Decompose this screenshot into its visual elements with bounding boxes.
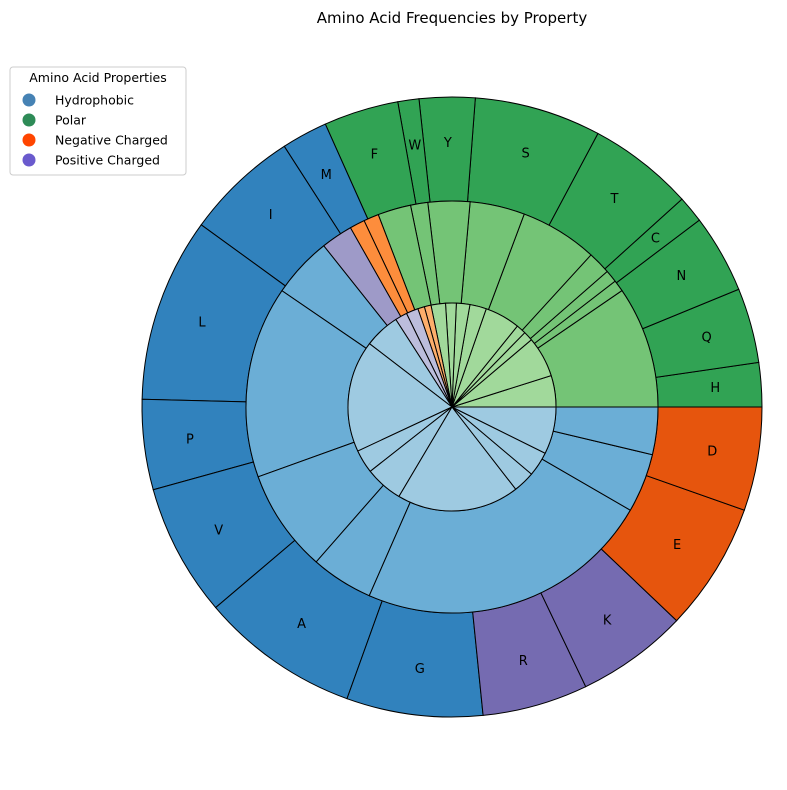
legend-label-negative-charged: Negative Charged bbox=[55, 133, 168, 148]
inner-wedge-14 bbox=[347, 342, 453, 452]
wedge-label-d: D bbox=[707, 445, 717, 460]
legend-frame bbox=[9, 66, 187, 176]
inner-wedge-20 bbox=[451, 406, 557, 454]
chart-title: Amino Acid Frequencies by Property bbox=[317, 9, 588, 27]
donut-rings: H Q N C T S Y W F M I L P V A G R K E D bbox=[141, 96, 763, 718]
wedge-label-h: H bbox=[710, 381, 720, 396]
legend-items: Hydrophobic Polar Negative Charged Positive… bbox=[22, 93, 168, 168]
inner-wedge-17 bbox=[398, 406, 517, 512]
legend-marker-positive-charged bbox=[22, 153, 36, 167]
wedge-label-r: R bbox=[519, 654, 528, 669]
legend-label-positive-charged: Positive Charged bbox=[55, 153, 160, 168]
legend-title: Amino Acid Properties bbox=[29, 70, 167, 85]
wedge-label-v: V bbox=[214, 524, 223, 539]
wedge-label-s: S bbox=[522, 146, 530, 161]
wedge-label-y: Y bbox=[443, 136, 452, 151]
wedge-label-e: E bbox=[673, 538, 681, 553]
legend-marker-negative-charged bbox=[22, 133, 36, 147]
wedge-label-l: L bbox=[198, 315, 206, 330]
legend-label-hydrophobic: Hydrophobic bbox=[55, 93, 134, 108]
wedge-label-a: A bbox=[297, 617, 306, 632]
wedge-label-m: M bbox=[321, 168, 332, 183]
wedge-label-q: Q bbox=[702, 330, 712, 345]
legend-marker-hydrophobic bbox=[22, 93, 36, 107]
wedge-label-f: F bbox=[371, 148, 378, 163]
legend: Amino Acid Properties Hydrophobic Polar Ne… bbox=[9, 66, 187, 176]
wedge-label-c: C bbox=[651, 232, 660, 247]
wedge-label-k: K bbox=[603, 614, 612, 629]
wedge-label-n: N bbox=[676, 269, 686, 284]
wedge-label-i: I bbox=[269, 208, 273, 223]
legend-label-polar: Polar bbox=[55, 113, 87, 128]
wedge-label-p: P bbox=[186, 432, 194, 447]
wedge-label-t: T bbox=[609, 192, 618, 207]
wedge-label-g: G bbox=[415, 662, 425, 677]
wedge-label-w: W bbox=[408, 139, 421, 154]
legend-marker-polar bbox=[22, 113, 36, 127]
